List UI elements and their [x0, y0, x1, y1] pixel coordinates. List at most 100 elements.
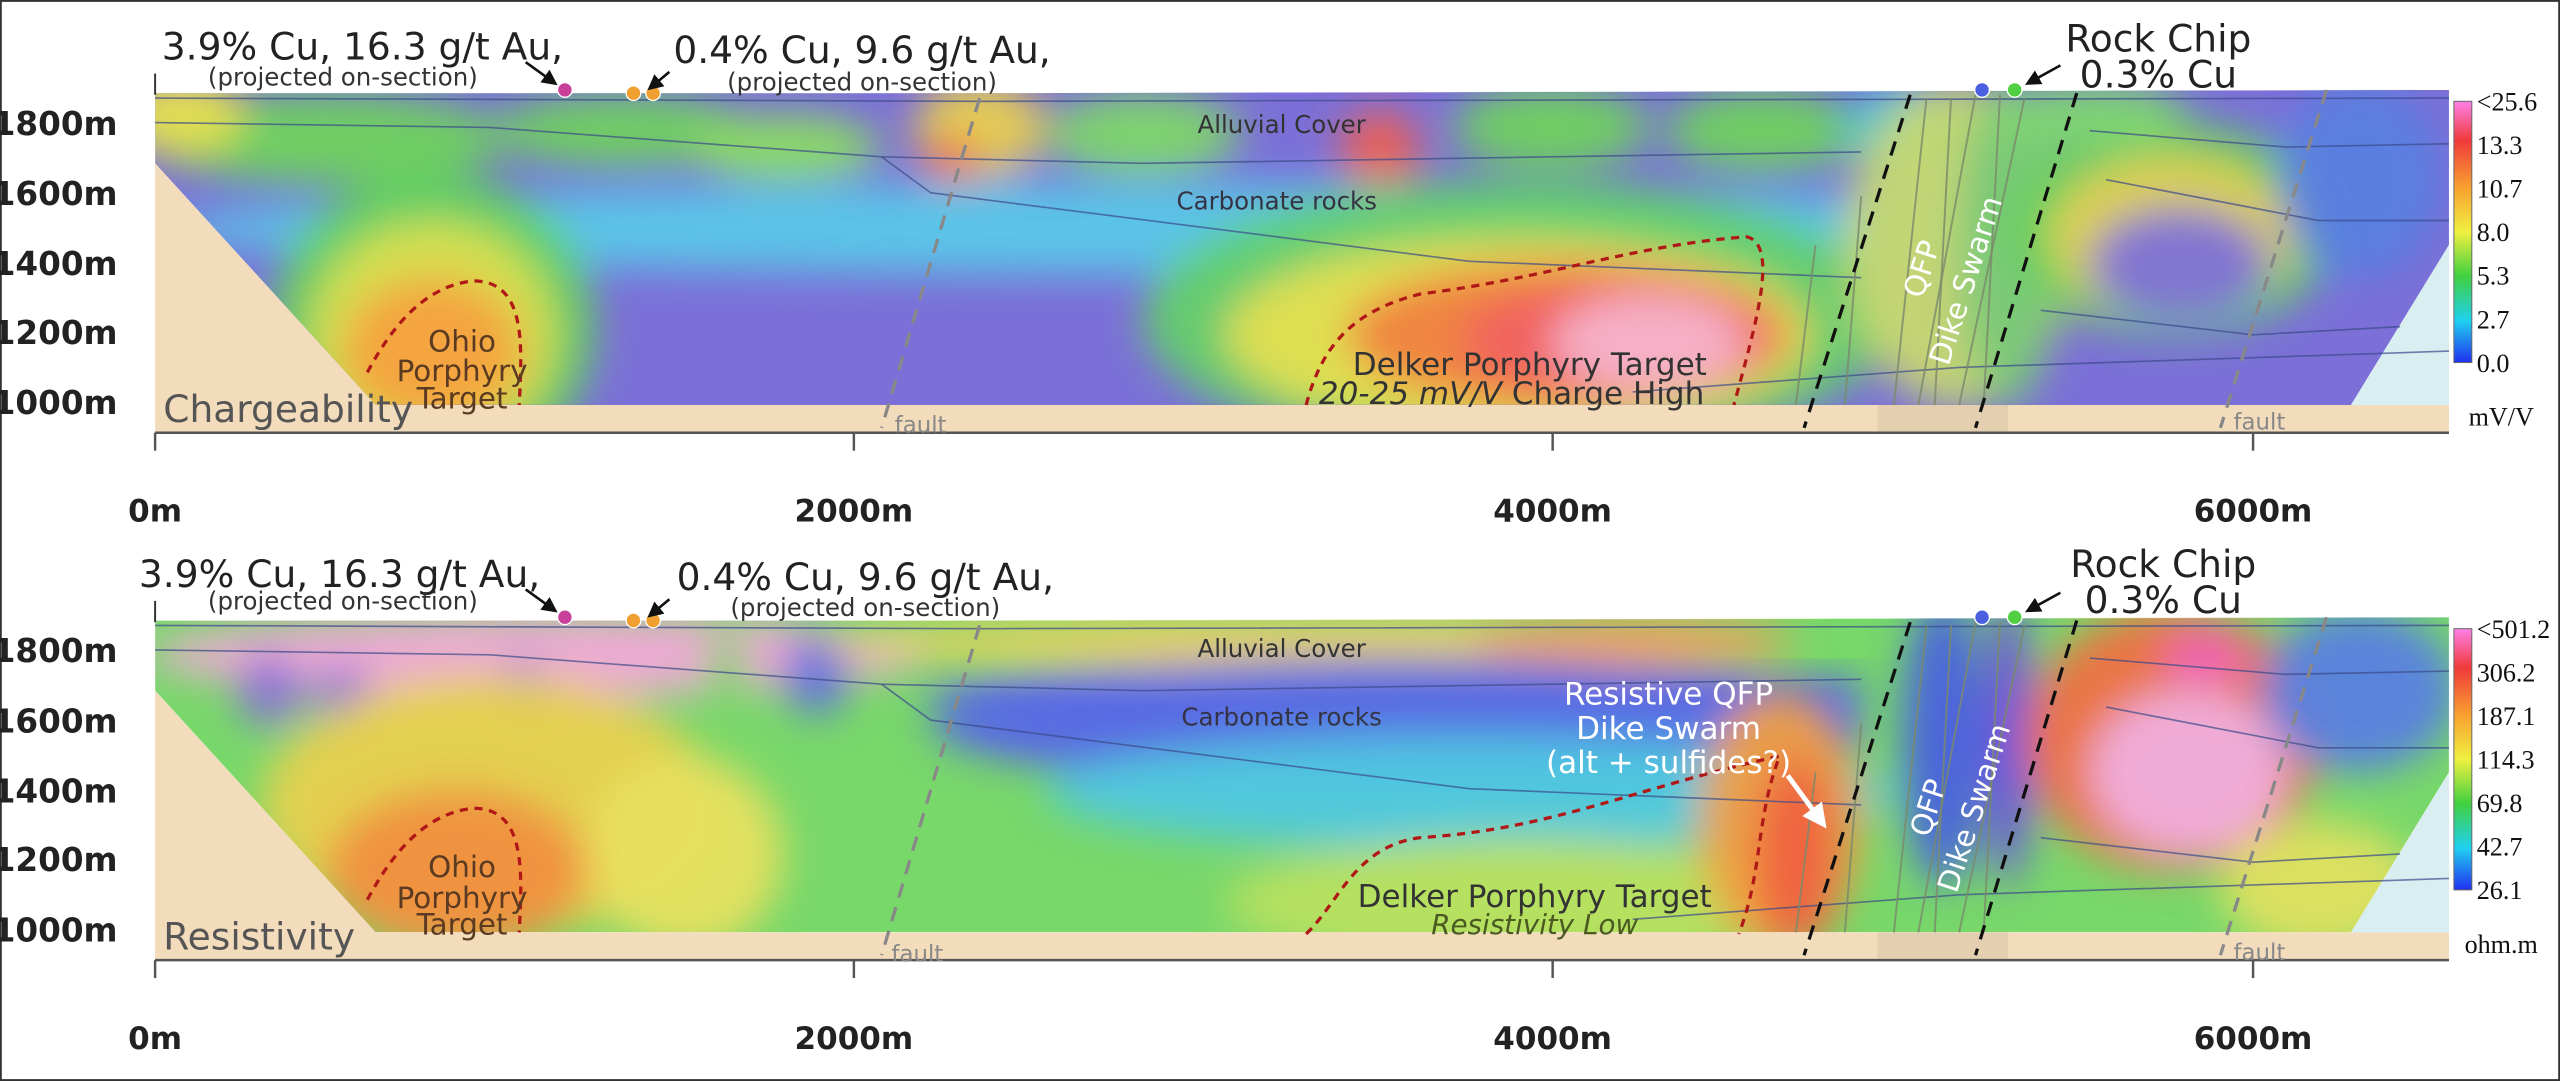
qfp-cover: [1877, 932, 2009, 961]
sample-dot: [556, 81, 573, 98]
annotation: 0.4% Cu, 9.6 g/t Au,: [677, 555, 1054, 599]
callout-arrow: [2025, 64, 2062, 85]
anomaly: [922, 137, 982, 183]
annotation: Alluvial Cover: [1197, 634, 1366, 663]
target-outline: [365, 279, 523, 406]
annotation: fault: [2233, 409, 2285, 435]
colorbar-label: <501.2: [2477, 615, 2550, 644]
annotation: Ohio: [428, 324, 496, 358]
x-tick-label: 6000m: [2194, 494, 2313, 530]
sample-dot: [2006, 609, 2023, 626]
y-tick-label: 1600m: [0, 702, 118, 740]
anomaly: [2089, 207, 2270, 322]
anomaly: [1044, 734, 1894, 850]
fault-line: [1973, 92, 2079, 429]
colorbar-label: 114.3: [2477, 746, 2535, 775]
heatmap-blobs: [155, 89, 2441, 405]
annotation: Dike Swarm: [1576, 711, 1761, 747]
colorbar-label: 26.1: [2477, 876, 2523, 905]
anomaly: [489, 94, 752, 167]
annotation: 20-25 mV/V: [1319, 376, 1505, 412]
anomaly: [1453, 89, 1649, 169]
colorbar: [2453, 628, 2473, 891]
target-outline: [1304, 235, 1765, 406]
heatmap: [155, 89, 2449, 405]
target-outline: [365, 806, 523, 933]
y-tick-label: 1200m: [0, 841, 118, 879]
callout-arrow: [2025, 591, 2062, 613]
contact-line: [1632, 350, 2450, 393]
anomaly: [155, 89, 245, 156]
heatmap-blobs: [155, 617, 2449, 933]
anomaly: [236, 654, 303, 727]
fault-line: [880, 624, 982, 956]
colorbar-label: 10.7: [2477, 175, 2523, 204]
y-tick-label: 1000m: [0, 384, 118, 422]
anomaly: [2089, 690, 2286, 854]
sample-dot: [645, 85, 662, 102]
y-tick-label: 1400m: [0, 773, 118, 811]
anomaly: [342, 277, 523, 405]
annotation: (projected on-section): [730, 593, 1000, 622]
colorbar-label: 5.3: [2477, 262, 2510, 291]
section-panel: 0m 2000m 4000m 6000m 1800m 1600m 1400m 1200m 100…: [0, 16, 2537, 529]
dike-line: [1933, 97, 1952, 406]
sample-dot: [625, 612, 642, 629]
x-tick-label: 0m: [128, 494, 182, 530]
callout-arrow: [524, 588, 558, 613]
colorbar-unit: ohm.m: [2465, 930, 2538, 959]
dike-line: [1958, 97, 2026, 406]
dike-line: [1843, 723, 1863, 933]
colorbar-label: 69.8: [2477, 789, 2523, 818]
panel-title: Chargeability: [163, 387, 413, 431]
x-tick-label: 6000m: [2194, 1021, 2313, 1057]
annotation: Delker Porphyry Target: [1358, 879, 1712, 915]
annotation: 3.9% Cu, 16.3 g/t Au,: [139, 552, 540, 596]
fault-line: [880, 97, 982, 429]
anomaly: [685, 114, 882, 180]
sample-dot: [625, 85, 642, 102]
anomaly: [2277, 89, 2441, 278]
annotation: Ohio: [428, 850, 496, 884]
annotation: Rock Chip: [2070, 542, 2256, 586]
x-tick-label: 4000m: [1493, 1021, 1612, 1057]
y-tick-label: 1000m: [0, 911, 118, 949]
colorbar-label: 2.7: [2477, 305, 2510, 334]
anomaly: [587, 756, 784, 933]
anomaly: [1551, 293, 1747, 392]
anomaly: [1044, 93, 1241, 175]
annotation: Carbonate rocks: [1177, 187, 1377, 216]
colorbar-label: 306.2: [2477, 658, 2536, 687]
annotation: (projected on-section): [727, 67, 997, 96]
sample-dot: [1974, 609, 1991, 626]
annotation: 3.9% Cu, 16.3 g/t Au,: [162, 25, 563, 69]
contact-line: [2040, 309, 2401, 336]
target-outline: [1304, 753, 1783, 936]
annotation: (projected on-section): [208, 62, 478, 91]
section-panel: 0m 2000m 4000m 6000m 1800m 1600m 1400m 1200m 100…: [0, 542, 2550, 1057]
contact-line: [881, 156, 1862, 279]
fault-line: [1802, 621, 1912, 956]
annotation: 0.3% Cu: [2085, 578, 2242, 622]
anomaly: [706, 630, 747, 703]
no-data-light: [2351, 772, 2449, 933]
fault-line: [1973, 620, 2079, 956]
fault-line: [1802, 94, 1912, 429]
annotation: Target: [416, 907, 508, 941]
y-tick-label: 1800m: [0, 105, 118, 143]
dike-line: [1892, 97, 1928, 406]
dike-line: [1794, 772, 1817, 933]
qfp-cover: [1877, 404, 2009, 433]
x-tick-label: 2000m: [795, 1021, 914, 1057]
contact-line: [2089, 129, 2449, 148]
annotation: fault: [895, 413, 947, 439]
no-data-light: [2351, 244, 2449, 405]
anomaly: [2163, 633, 2245, 683]
colorbar-label: 42.7: [2477, 833, 2523, 862]
no-data-tan: [155, 163, 2449, 433]
annotation: Resistivity Low: [1431, 908, 1638, 941]
colorbar-label: 187.1: [2477, 702, 2536, 731]
contact-line: [881, 683, 1862, 806]
anomaly: [1469, 617, 1796, 667]
